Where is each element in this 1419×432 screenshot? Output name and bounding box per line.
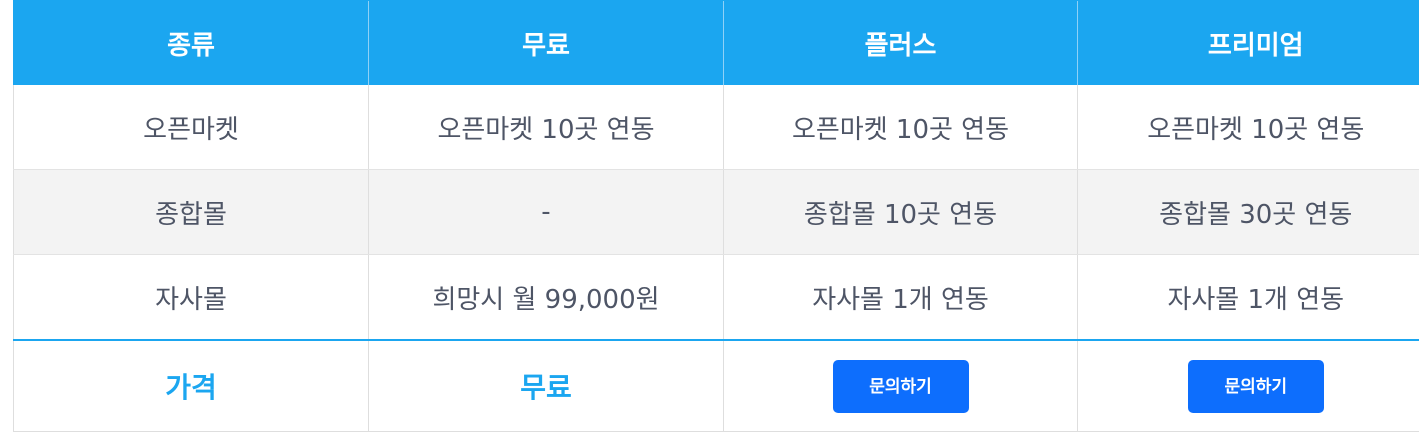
- cell-free-general-mall: -: [368, 169, 724, 255]
- header-category: 종류: [13, 0, 369, 85]
- pricing-table-header: 종류 무료 플러스 프리미엄: [13, 0, 1419, 85]
- cell-premium-own-mall: 자사몰 1개 연동: [1077, 254, 1419, 341]
- row-label-general-mall: 종합몰: [13, 169, 369, 255]
- table-row-general-mall: 종합몰 - 종합몰 10곳 연동 종합몰 30곳 연동: [13, 169, 1419, 255]
- price-row: 가격 무료 문의하기 문의하기: [13, 340, 1419, 432]
- header-premium-plan: 프리미엄: [1077, 0, 1419, 85]
- plus-inquiry-button[interactable]: 문의하기: [832, 359, 969, 413]
- free-price-cell: 무료: [368, 340, 724, 432]
- header-plus-plan: 플러스: [723, 0, 1078, 85]
- cell-free-own-mall: 희망시 월 99,000원: [368, 254, 724, 341]
- plus-inquiry-cell: 문의하기: [723, 340, 1078, 432]
- header-free-plan: 무료: [368, 0, 724, 85]
- premium-inquiry-button[interactable]: 문의하기: [1187, 359, 1324, 413]
- cell-premium-open-market: 오픈마켓 10곳 연동: [1077, 85, 1419, 170]
- table-row-own-mall: 자사몰 희망시 월 99,000원 자사몰 1개 연동 자사몰 1개 연동: [13, 254, 1419, 341]
- premium-inquiry-cell: 문의하기: [1077, 340, 1419, 432]
- cell-plus-open-market: 오픈마켓 10곳 연동: [723, 85, 1078, 170]
- pricing-table-footer: 가격 무료 문의하기 문의하기: [13, 340, 1419, 432]
- table-row-open-market: 오픈마켓 오픈마켓 10곳 연동 오픈마켓 10곳 연동 오픈마켓 10곳 연동: [13, 85, 1419, 170]
- free-price: 무료: [520, 371, 572, 404]
- pricing-table: 종류 무료 플러스 프리미엄 오픈마켓 오픈마켓 10곳 연동 오픈마켓 10곳…: [13, 0, 1419, 432]
- pricing-table-body: 오픈마켓 오픈마켓 10곳 연동 오픈마켓 10곳 연동 오픈마켓 10곳 연동…: [13, 85, 1419, 341]
- header-row: 종류 무료 플러스 프리미엄: [13, 0, 1419, 85]
- cell-premium-general-mall: 종합몰 30곳 연동: [1077, 169, 1419, 255]
- row-label-open-market: 오픈마켓: [13, 85, 369, 170]
- price-row-label-cell: 가격: [13, 340, 369, 432]
- row-label-own-mall: 자사몰: [13, 254, 369, 341]
- cell-plus-general-mall: 종합몰 10곳 연동: [723, 169, 1078, 255]
- cell-free-open-market: 오픈마켓 10곳 연동: [368, 85, 724, 170]
- cell-plus-own-mall: 자사몰 1개 연동: [723, 254, 1078, 341]
- price-row-label: 가격: [165, 371, 217, 404]
